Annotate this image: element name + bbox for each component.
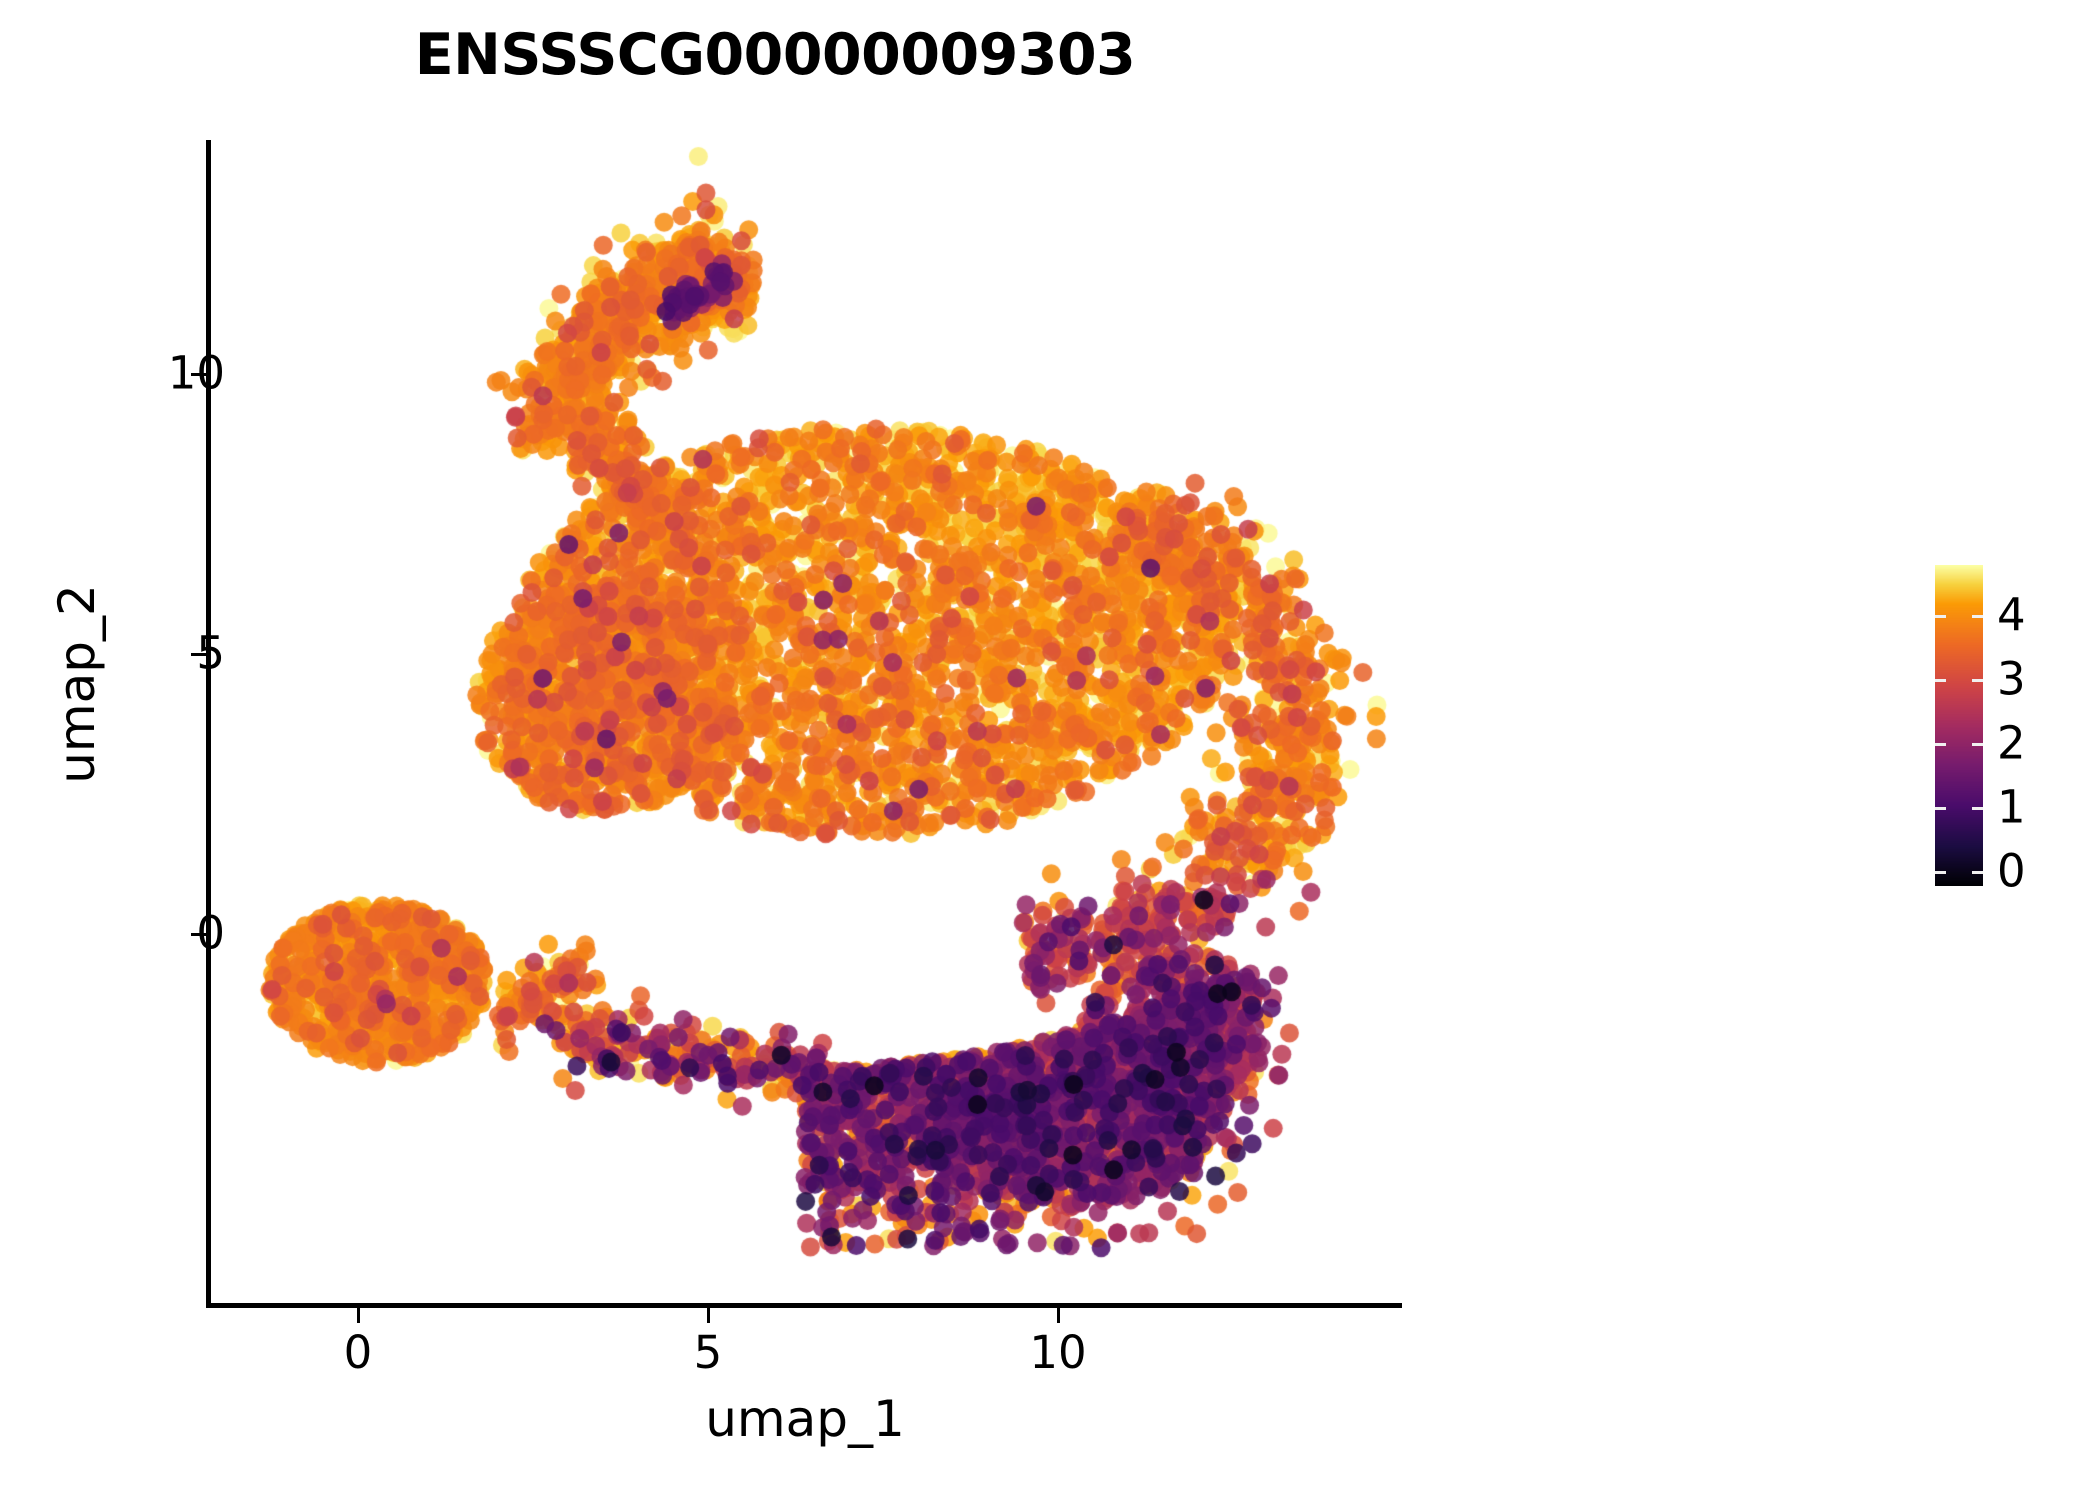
x-tick-label-0: 0 bbox=[343, 1326, 373, 1379]
page-title: ENSSSCG00000009303 bbox=[414, 22, 1136, 88]
colorbar-label-3: 3 bbox=[1997, 652, 2026, 706]
y-tick-mark-0 bbox=[191, 933, 206, 936]
colorbar: 4 3 2 1 0 bbox=[1935, 565, 2026, 898]
x-axis-label: umap_1 bbox=[705, 1390, 905, 1448]
colorbar-gradient bbox=[1935, 565, 1983, 886]
colorbar-tick-2-left bbox=[1935, 743, 1946, 746]
y-axis-spine bbox=[206, 140, 211, 1308]
y-tick-label-5: 5 bbox=[196, 626, 225, 680]
colorbar-tick-4-left bbox=[1935, 615, 1946, 618]
colorbar-tick-1-left bbox=[1935, 807, 1946, 810]
colorbar-tick-3-right bbox=[1972, 679, 1983, 682]
y-tick-mark-10 bbox=[191, 373, 206, 376]
x-tick-mark-0 bbox=[357, 1308, 360, 1323]
colorbar-tick-3-left bbox=[1935, 679, 1946, 682]
colorbar-tick-0-left bbox=[1935, 871, 1946, 874]
x-tick-mark-10 bbox=[1057, 1308, 1060, 1323]
x-tick-label-5: 5 bbox=[693, 1326, 723, 1379]
scatter-plot-canvas bbox=[210, 140, 1400, 1305]
colorbar-label-2: 2 bbox=[1997, 716, 2026, 770]
colorbar-tick-0-right bbox=[1972, 871, 1983, 874]
colorbar-tick-2-right bbox=[1972, 743, 1983, 746]
plot-area bbox=[210, 140, 1400, 1305]
x-tick-label-10: 10 bbox=[1029, 1326, 1087, 1379]
x-axis-spine bbox=[206, 1303, 1402, 1308]
x-tick-mark-5 bbox=[707, 1308, 710, 1323]
y-tick-label-10: 10 bbox=[167, 346, 225, 400]
colorbar-label-4: 4 bbox=[1997, 588, 2026, 642]
colorbar-tick-4-right bbox=[1972, 615, 1983, 618]
colorbar-label-1: 1 bbox=[1997, 780, 2026, 834]
y-tick-mark-5 bbox=[191, 653, 206, 656]
colorbar-tick-1-right bbox=[1972, 807, 1983, 810]
y-axis-label: umap_2 bbox=[48, 584, 106, 784]
y-tick-label-0: 0 bbox=[196, 906, 225, 960]
colorbar-label-0: 0 bbox=[1997, 844, 2026, 898]
